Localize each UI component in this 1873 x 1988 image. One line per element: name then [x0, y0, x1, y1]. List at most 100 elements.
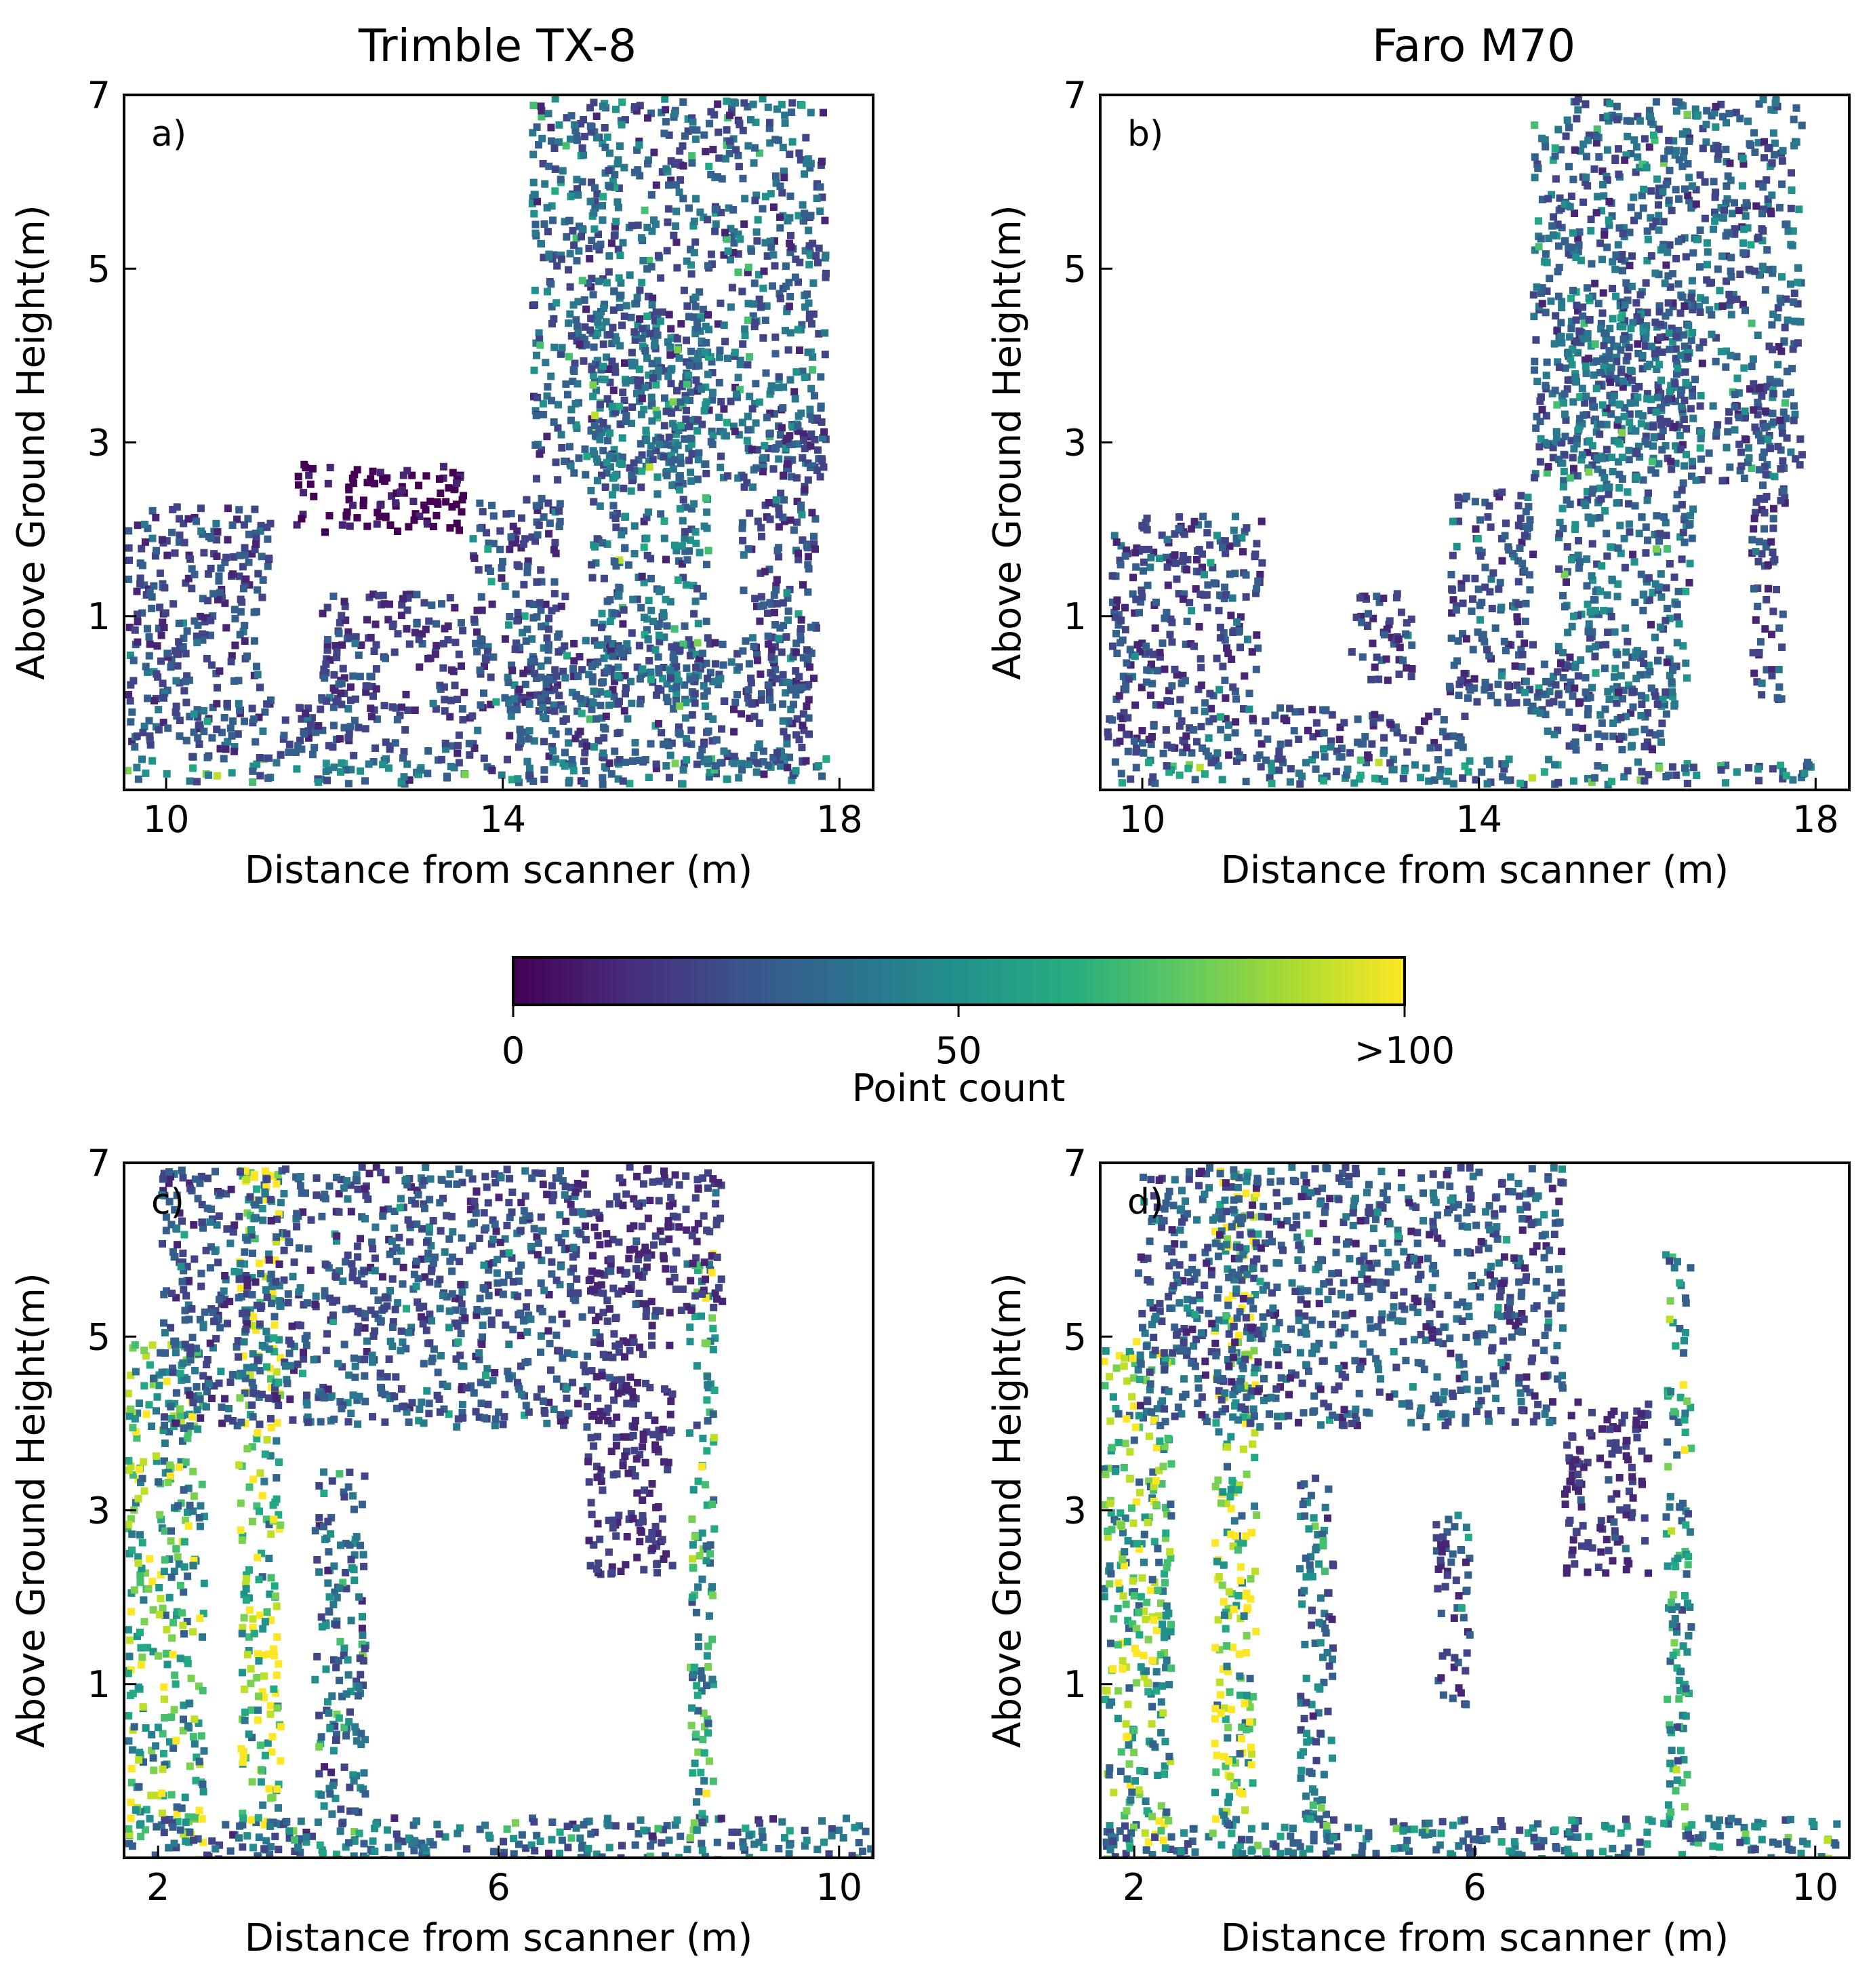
density-cell — [535, 329, 543, 337]
density-cell — [1652, 218, 1660, 226]
density-cell — [1187, 525, 1195, 533]
density-cell — [683, 302, 691, 310]
density-cell — [1774, 361, 1782, 369]
density-cell — [1201, 707, 1209, 715]
density-cell — [609, 502, 618, 510]
density-cell — [561, 674, 569, 682]
density-cell — [1533, 283, 1541, 291]
density-cell — [292, 749, 300, 756]
density-cell — [1135, 547, 1143, 555]
density-cell — [1717, 348, 1725, 356]
density-cell — [505, 621, 512, 629]
density-cell — [746, 353, 754, 361]
density-cell — [209, 612, 217, 620]
density-cell — [251, 530, 260, 538]
density-cell — [1225, 751, 1233, 759]
density-cell — [1596, 239, 1605, 247]
density-cell — [1548, 222, 1556, 230]
density-cell — [799, 536, 807, 544]
density-cell — [1733, 768, 1741, 776]
density-cell — [619, 239, 627, 247]
density-cell — [176, 732, 184, 740]
density-cell — [779, 513, 787, 521]
density-cell — [587, 127, 595, 136]
density-cell — [1216, 537, 1224, 545]
density-cell — [807, 430, 815, 438]
density-cell — [569, 377, 577, 385]
density-cell — [1676, 432, 1684, 439]
density-cell — [744, 142, 752, 150]
density-cell — [1137, 683, 1146, 692]
density-cell — [1481, 638, 1489, 645]
density-cell — [1651, 269, 1659, 277]
density-cell — [172, 708, 180, 716]
density-cell — [752, 768, 761, 776]
density-cell — [1532, 336, 1540, 344]
density-cell — [1769, 608, 1777, 616]
density-cell — [249, 767, 257, 775]
density-cell — [685, 636, 693, 644]
density-cell — [781, 119, 789, 127]
density-cell — [1500, 637, 1508, 645]
density-cell — [771, 609, 778, 616]
density-cell — [1645, 771, 1653, 779]
density-cell — [447, 696, 455, 704]
density-cell — [775, 523, 783, 531]
density-cell — [798, 511, 806, 519]
density-cell — [571, 399, 580, 407]
density-cell — [521, 535, 529, 543]
density-cell — [676, 702, 684, 710]
density-cell — [1312, 719, 1321, 727]
density-cell — [1769, 418, 1777, 426]
density-cell — [1628, 367, 1636, 375]
density-cell — [1735, 414, 1743, 422]
density-cell — [386, 742, 394, 750]
density-cell — [540, 411, 548, 418]
density-cell — [656, 317, 664, 325]
density-cell — [325, 512, 334, 520]
density-cell — [616, 304, 624, 311]
density-cell — [1678, 486, 1686, 494]
density-cell — [1638, 768, 1646, 776]
density-cell — [1600, 607, 1608, 615]
density-cell — [1574, 247, 1582, 256]
density-cell — [1199, 550, 1206, 558]
density-cell — [1664, 395, 1672, 403]
density-cell — [1195, 622, 1203, 631]
density-cell — [698, 337, 706, 345]
density-cell — [1662, 261, 1670, 269]
density-cell — [190, 617, 199, 625]
density-cell — [1579, 312, 1587, 320]
density-cell — [1180, 590, 1188, 598]
density-cell — [459, 627, 467, 635]
density-cell — [1585, 620, 1593, 628]
density-cell — [641, 383, 649, 391]
density-cell — [506, 545, 514, 553]
density-cell — [637, 440, 645, 448]
density-cell — [1609, 719, 1617, 728]
density-cell — [477, 641, 485, 650]
density-cell — [1653, 365, 1661, 374]
density-cell — [498, 574, 506, 582]
density-cell — [1582, 688, 1590, 696]
density-cell — [456, 526, 464, 534]
density-cell — [618, 453, 626, 461]
density-cell — [1516, 515, 1525, 522]
density-cell — [631, 336, 639, 344]
density-cell — [513, 706, 521, 714]
density-cell — [458, 705, 466, 713]
density-cell — [600, 734, 608, 742]
density-cell — [188, 565, 196, 573]
density-cell — [1755, 180, 1763, 188]
density-cell — [636, 172, 644, 180]
density-cell — [1453, 657, 1462, 665]
density-cell — [1556, 194, 1564, 202]
density-cell — [1504, 693, 1512, 701]
density-cell — [440, 683, 448, 691]
density-cell — [1624, 373, 1632, 381]
density-cell — [1175, 590, 1183, 598]
density-cell — [1558, 224, 1566, 232]
density-cell — [265, 754, 273, 762]
density-cell — [1784, 227, 1792, 235]
density-cell — [1131, 701, 1140, 709]
